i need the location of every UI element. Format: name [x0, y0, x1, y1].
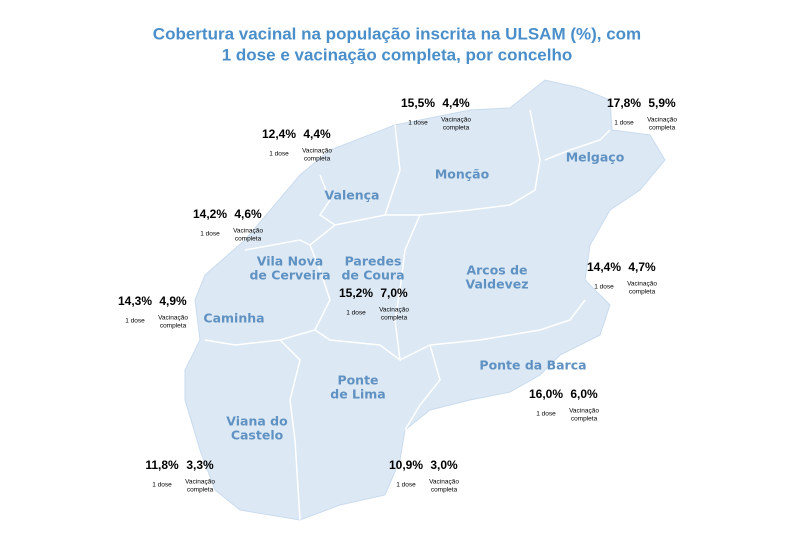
complete-label: completa	[431, 487, 458, 494]
region-name: Valdevez	[465, 277, 528, 292]
complete-label: Vacinação	[185, 479, 215, 486]
region: Ponte da Barca 16,0% 6,0% 1 dose Vacinaçãoco…	[479, 358, 599, 423]
complete-value: 4,4%	[303, 127, 331, 141]
complete-value: 3,0%	[430, 458, 458, 472]
region-name: Valença	[325, 188, 380, 203]
dose1-label: 1 dose	[408, 120, 428, 127]
complete-label: completa	[571, 416, 598, 423]
complete-label: completa	[160, 323, 187, 330]
complete-label: Vacinação	[233, 228, 263, 235]
region-name: Ponte da Barca	[479, 358, 586, 373]
title-line: Cobertura vacinal na população inscrita …	[153, 24, 641, 43]
map-shape	[184, 79, 666, 521]
dose1-label: 1 dose	[125, 318, 145, 325]
complete-value: 4,9%	[159, 294, 187, 308]
complete-label: Vacinação	[647, 117, 677, 124]
complete-label: completa	[381, 315, 408, 322]
complete-label: Vacinação	[627, 281, 657, 288]
region-name: Caminha	[203, 311, 264, 326]
region-name: Monção	[435, 167, 490, 182]
region-name: de Coura	[341, 268, 404, 283]
complete-label: completa	[187, 487, 214, 494]
region-name: Ponte	[337, 373, 378, 388]
complete-label: Vacinação	[441, 117, 471, 124]
dose1-value: 16,0%	[529, 387, 563, 401]
complete-label: completa	[629, 289, 656, 296]
complete-value: 4,4%	[442, 96, 470, 110]
dose1-value: 11,8%	[145, 458, 179, 472]
region-name: Vila Nova	[257, 254, 323, 269]
region-name: Arcos de	[466, 263, 527, 278]
complete-value: 6,0%	[570, 387, 598, 401]
dose1-label: 1 dose	[152, 482, 172, 489]
dose1-label: 1 dose	[536, 411, 556, 418]
region-name: de Lima	[330, 387, 386, 402]
complete-label: Vacinação	[379, 307, 409, 314]
dose1-value: 15,2%	[339, 286, 373, 300]
complete-label: completa	[235, 236, 262, 243]
complete-value: 5,9%	[648, 96, 676, 110]
complete-value: 3,3%	[186, 458, 214, 472]
region-name: Melgaço	[566, 150, 625, 165]
dose1-label: 1 dose	[269, 151, 289, 158]
complete-label: Vacinação	[302, 148, 332, 155]
region-name: Paredes	[345, 254, 402, 269]
dose1-label: 1 dose	[594, 284, 614, 291]
complete-value: 7,0%	[380, 286, 408, 300]
complete-label: completa	[443, 125, 470, 132]
complete-label: Vacinação	[429, 479, 459, 486]
complete-value: 4,6%	[234, 207, 262, 221]
dose1-label: 1 dose	[346, 310, 366, 317]
dose1-label: 1 dose	[200, 231, 220, 238]
dose1-value: 14,3%	[118, 294, 152, 308]
complete-label: Vacinação	[569, 408, 599, 415]
dose1-label: 1 dose	[614, 120, 634, 127]
dose1-value: 17,8%	[607, 96, 641, 110]
region-name: de Cerveira	[249, 268, 330, 283]
dose1-value: 14,2%	[193, 207, 227, 221]
dose1-label: 1 dose	[396, 482, 416, 489]
complete-label: Vacinação	[158, 315, 188, 322]
title-line: 1 dose e vacinação completa, por concelh…	[222, 45, 573, 64]
region-borders	[204, 109, 611, 521]
title: Cobertura vacinal na população inscrita …	[153, 24, 641, 64]
complete-label: completa	[304, 156, 331, 163]
dose1-value: 12,4%	[262, 127, 296, 141]
dose1-value: 10,9%	[389, 458, 423, 472]
region-name: Viana do	[226, 414, 288, 429]
dose1-value: 15,5%	[401, 96, 435, 110]
complete-value: 4,7%	[628, 260, 656, 274]
complete-label: completa	[649, 125, 676, 132]
dose1-value: 14,4%	[587, 260, 621, 274]
region-name: Castelo	[231, 428, 284, 443]
